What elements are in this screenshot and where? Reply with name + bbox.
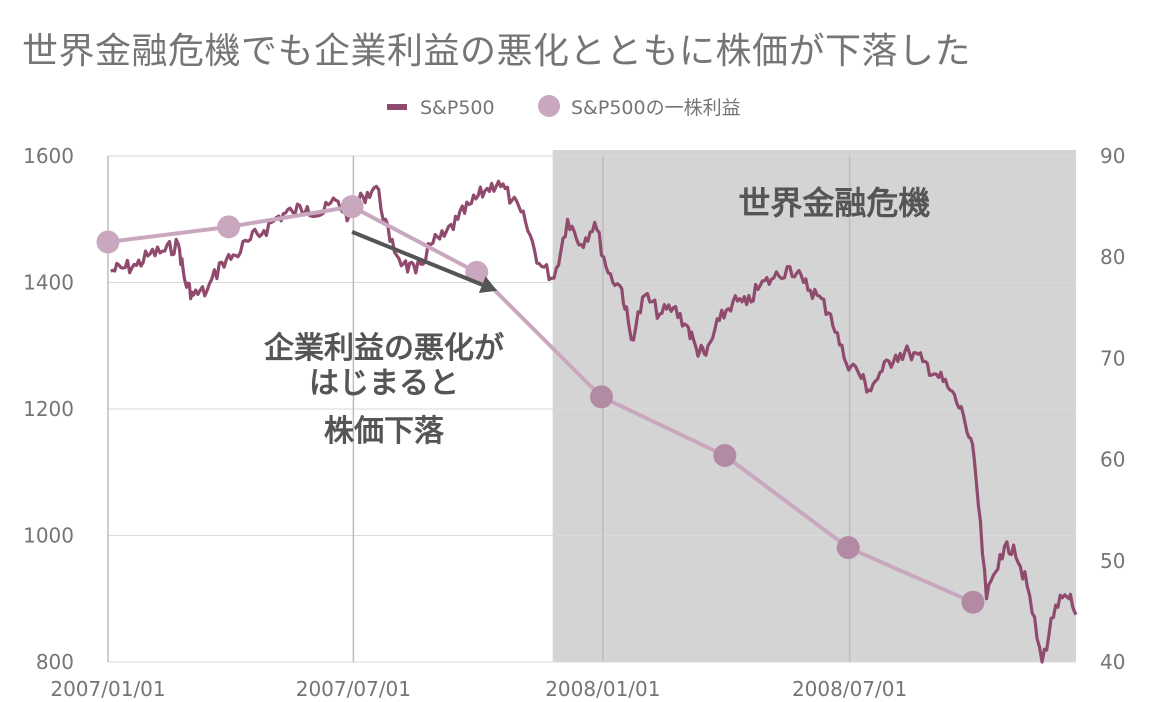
y-left-tick-label: 1600 xyxy=(23,144,74,168)
series-eps xyxy=(96,195,985,614)
y-axis-left: 800 1000 1200 1400 1600 xyxy=(23,144,74,674)
y-right-tick-label: 90 xyxy=(1100,144,1125,168)
eps-point xyxy=(217,215,241,239)
annotation-arrow xyxy=(351,230,484,287)
y-left-tick-label: 800 xyxy=(36,650,74,674)
eps-point xyxy=(713,444,737,468)
x-tick-label: 2007/01/01 xyxy=(50,677,165,701)
legend-label-eps: S&P500の一株利益 xyxy=(571,97,741,119)
x-tick-label: 2008/07/01 xyxy=(792,677,907,701)
series-line-eps xyxy=(107,204,974,605)
eps-point xyxy=(961,590,985,614)
y-axis-right: 40 50 60 70 80 90 xyxy=(1100,144,1125,674)
annotation-line-3: 株価下落 xyxy=(324,414,445,449)
annotation: 企業利益の悪化が はじまると 株価下落 xyxy=(264,230,504,449)
grid-lines xyxy=(107,155,1076,663)
y-left-tick-label: 1400 xyxy=(23,271,74,295)
legend-label-sp500: S&P500 xyxy=(420,97,495,119)
legend-swatch-eps xyxy=(538,95,560,117)
y-right-tick-label: 50 xyxy=(1100,549,1125,573)
eps-point xyxy=(96,230,120,254)
annotation-line-2: はじまると xyxy=(309,366,459,401)
x-tick-label: 2008/01/01 xyxy=(545,677,660,701)
eps-point xyxy=(340,195,364,219)
y-right-tick-label: 80 xyxy=(1100,245,1125,269)
annotation-line-1: 企業利益の悪化が xyxy=(264,331,504,366)
y-right-tick-label: 60 xyxy=(1100,448,1125,472)
eps-point xyxy=(589,385,613,409)
eps-point xyxy=(836,536,860,560)
x-tick-label: 2007/07/01 xyxy=(296,677,411,701)
x-axis: 2007/01/01 2007/07/01 2008/01/01 2008/07/01 xyxy=(50,677,907,701)
y-left-tick-label: 1200 xyxy=(23,397,74,421)
chart-title: 世界金融危機でも企業利益の悪化とともに株価が下落した xyxy=(22,31,972,72)
y-left-tick-label: 1000 xyxy=(23,524,74,548)
annotation-arrow-head xyxy=(478,276,498,294)
crisis-shaded-region xyxy=(552,150,1076,662)
y-right-tick-label: 70 xyxy=(1100,346,1125,370)
legend: S&P500 S&P500の一株利益 xyxy=(387,95,741,119)
series-line-sp500 xyxy=(110,179,1078,664)
crisis-label: 世界金融危機 xyxy=(738,184,930,222)
y-right-tick-label: 40 xyxy=(1100,650,1125,674)
